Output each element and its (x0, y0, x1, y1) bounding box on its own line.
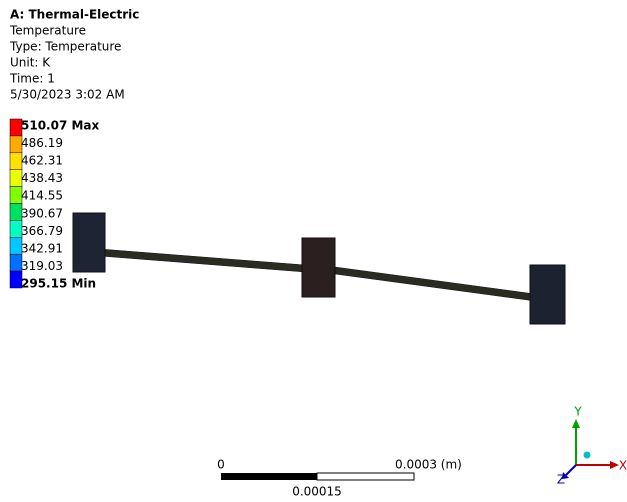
triad-y-label: Y (573, 405, 582, 419)
legend-label: 366.79 (21, 224, 63, 238)
triad: Y X Z (557, 405, 627, 487)
triad-z-label: Z (557, 473, 565, 487)
legend-label: 390.67 (21, 206, 63, 220)
legend-label: 510.07 Max (21, 119, 100, 133)
block-middle (302, 238, 335, 297)
triad-x-label: X (619, 459, 627, 473)
result-info: Type: Temperature (9, 40, 121, 54)
result-info: 5/30/2023 3:02 AM (10, 88, 125, 102)
legend-label: 319.03 (21, 259, 63, 273)
scale-bar-light (317, 473, 414, 480)
legend-label: 486.19 (21, 136, 63, 150)
triad-ball (584, 452, 591, 459)
result-info: Time: 1 (9, 72, 55, 86)
result-title: A: Thermal-Electric (10, 8, 139, 22)
legend-label: 295.15 Min (21, 277, 96, 291)
triad-z-axis (566, 465, 576, 475)
legend-label: 462.31 (21, 154, 63, 168)
graphics-view: A: Thermal-Electric 0 0.0003 (m) 0.00015… (0, 0, 627, 502)
model (73, 213, 565, 324)
scale-bar: 0 0.0003 (m) 0.00015 (217, 458, 462, 499)
viewport: A: Thermal-Electric 0 0.0003 (m) 0.00015… (0, 0, 627, 502)
scale-end: 0.0003 (m) (395, 458, 462, 472)
triad-x-arrow (610, 461, 619, 469)
result-info: Temperature (9, 24, 86, 38)
legend-label: 342.91 (21, 241, 63, 255)
block-left (73, 213, 105, 272)
block-right (530, 265, 565, 324)
triad-y-arrow (572, 419, 580, 428)
legend-label: 414.55 (21, 189, 63, 203)
scale-start: 0 (217, 458, 225, 472)
scale-bar-dark (221, 473, 317, 480)
legend-label: 438.43 (21, 171, 63, 185)
scale-middle: 0.00015 (292, 485, 342, 499)
result-info: Unit: K (10, 56, 51, 70)
